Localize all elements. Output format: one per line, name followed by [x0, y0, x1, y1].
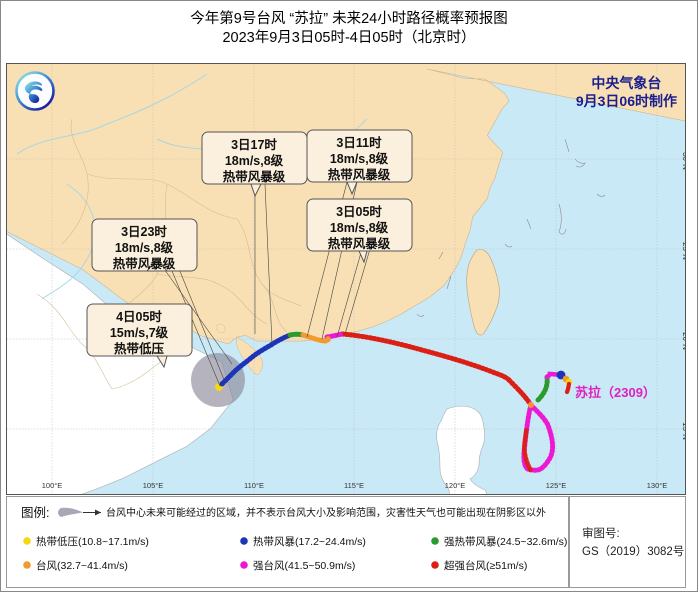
svg-text:图例:: 图例: [21, 506, 49, 520]
svg-text:强热带风暴(24.5~32.6m/s): 强热带风暴(24.5~32.6m/s) [444, 535, 567, 548]
svg-text:热带风暴级: 热带风暴级 [328, 167, 391, 182]
svg-text:100°E: 100°E [42, 481, 63, 490]
svg-text:强台风(41.5~50.9m/s): 强台风(41.5~50.9m/s) [253, 559, 355, 572]
svg-text:审图号:: 审图号: [582, 526, 620, 540]
svg-text:3日23时: 3日23时 [121, 224, 167, 239]
svg-text:热带低压(10.8~17.1m/s): 热带低压(10.8~17.1m/s) [36, 535, 149, 548]
svg-text:台风(32.7~41.4m/s): 台风(32.7~41.4m/s) [36, 559, 128, 572]
svg-text:125°E: 125°E [546, 481, 567, 490]
svg-text:18m/s,8级: 18m/s,8级 [330, 220, 389, 235]
svg-text:115°E: 115°E [344, 481, 364, 490]
svg-text:热带风暴级: 热带风暴级 [328, 236, 391, 251]
svg-text:18m/s,8级: 18m/s,8级 [225, 153, 284, 168]
svg-text:台风中心未来可能经过的区域，并不表示台风大小及影响范围，灾害: 台风中心未来可能经过的区域，并不表示台风大小及影响范围，灾害性天气也可能出现在阴… [106, 506, 546, 519]
svg-text:4日05时: 4日05时 [116, 309, 162, 324]
svg-text:GS（2019）3082号: GS（2019）3082号 [582, 545, 684, 558]
svg-text:3日17时: 3日17时 [231, 137, 277, 152]
svg-text:热带风暴级: 热带风暴级 [113, 256, 176, 271]
svg-text:18m/s,8级: 18m/s,8级 [330, 151, 389, 166]
svg-text:130°E: 130°E [647, 481, 668, 490]
svg-text:18m/s,8级: 18m/s,8级 [115, 240, 174, 255]
svg-text:3日05时: 3日05时 [336, 204, 382, 219]
svg-text:热带风暴级: 热带风暴级 [223, 169, 286, 184]
svg-text:热带风暴(17.2~24.4m/s): 热带风暴(17.2~24.4m/s) [253, 535, 366, 548]
svg-text:超强台风(≥51m/s): 超强台风(≥51m/s) [444, 559, 527, 572]
svg-text:20°N: 20°N [681, 332, 686, 350]
svg-text:110°E: 110°E [244, 481, 264, 490]
svg-text:25°N: 25°N [681, 242, 686, 260]
svg-text:30°N: 30°N [681, 152, 686, 170]
svg-text:热带低压: 热带低压 [114, 341, 165, 356]
svg-text:苏拉（2309）: 苏拉（2309） [575, 385, 656, 400]
svg-text:105°E: 105°E [143, 481, 164, 490]
svg-text:3日11时: 3日11时 [336, 135, 382, 150]
svg-text:120°E: 120°E [445, 481, 466, 490]
svg-text:15°N: 15°N [681, 422, 686, 440]
svg-text:15m/s,7级: 15m/s,7级 [110, 325, 169, 340]
